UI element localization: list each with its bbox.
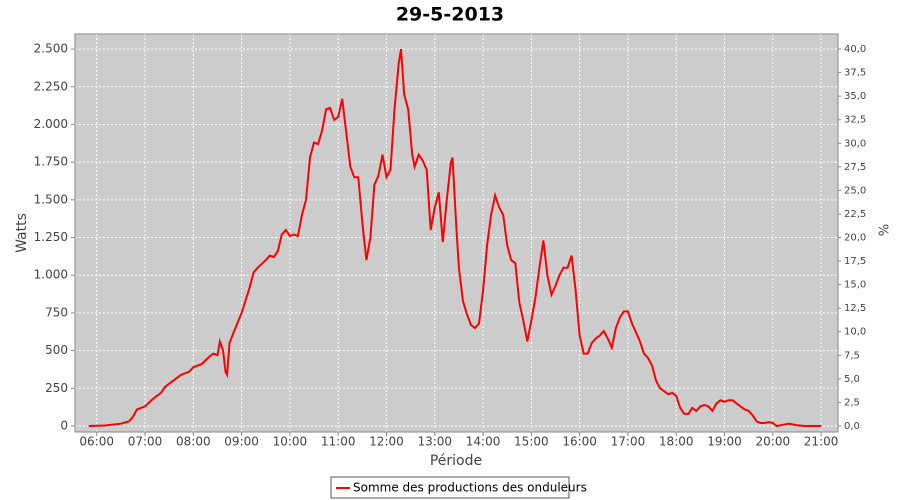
y-tick-label: 1.750 (34, 155, 68, 169)
y-tick-label: 2.250 (34, 79, 68, 93)
y2-axis-label: % (875, 224, 890, 236)
y2-tick-label: 5,0 (844, 374, 860, 385)
y-tick-label: 2.000 (34, 117, 68, 131)
x-tick-label: 13:00 (417, 435, 452, 449)
y2-tick-label: 35,0 (844, 91, 866, 102)
x-tick-label: 07:00 (128, 435, 163, 449)
x-tick-label: 14:00 (466, 435, 501, 449)
y-tick-label: 500 (45, 343, 68, 357)
series-line (88, 48, 822, 428)
x-tick-label: 19:00 (707, 435, 742, 449)
y-axis-label: Watts (14, 213, 30, 253)
y2-tick-label: 15,0 (844, 280, 866, 291)
y2-tick-label: 40,0 (844, 44, 866, 55)
x-tick-label: 21:00 (804, 435, 839, 449)
x-tick-label: 10:00 (273, 435, 308, 449)
y-tick-label: 250 (45, 381, 68, 395)
y2-tick-label: 37,5 (844, 68, 866, 79)
x-tick-label: 06:00 (79, 435, 114, 449)
y-tick-label: 1.500 (34, 192, 68, 206)
x-tick-label: 15:00 (514, 435, 549, 449)
x-tick-label: 08:00 (176, 435, 211, 449)
y2-tick-label: 2,5 (844, 397, 860, 408)
y-tick-label: 0 (60, 418, 68, 432)
x-tick-label: 20:00 (756, 435, 791, 449)
legend-label: Somme des productions des onduleurs (353, 481, 587, 495)
x-tick-label: 09:00 (224, 435, 259, 449)
y2-tick-label: 30,0 (844, 138, 866, 149)
x-tick-label: 18:00 (659, 435, 694, 449)
y2-tick-label: 22,5 (844, 209, 866, 220)
y2-tick-label: 10,0 (844, 327, 866, 338)
y-tick-label: 2.500 (34, 42, 68, 56)
y2-tick-label: 20,0 (844, 233, 866, 244)
plot-frame (74, 33, 839, 433)
y-tick-label: 1.000 (34, 268, 68, 282)
y2-tick-label: 27,5 (844, 162, 866, 173)
y2-tick-label: 0,0 (844, 421, 860, 432)
x-tick-label: 17:00 (611, 435, 646, 449)
legend (330, 476, 570, 499)
y-tick-label: 1.250 (34, 230, 68, 244)
y2-tick-label: 7,5 (844, 350, 860, 361)
x-axis-label: Période (430, 453, 482, 469)
y2-tick-label: 25,0 (844, 185, 866, 196)
x-tick-label: 12:00 (369, 435, 404, 449)
x-tick-label: 16:00 (562, 435, 597, 449)
y2-tick-label: 12,5 (844, 303, 866, 314)
chart-title: 29-5-2013 (396, 4, 504, 26)
y-tick-label: 750 (45, 305, 68, 319)
x-tick-label: 11:00 (321, 435, 356, 449)
y2-tick-label: 32,5 (844, 115, 866, 126)
y2-tick-label: 17,5 (844, 256, 866, 267)
